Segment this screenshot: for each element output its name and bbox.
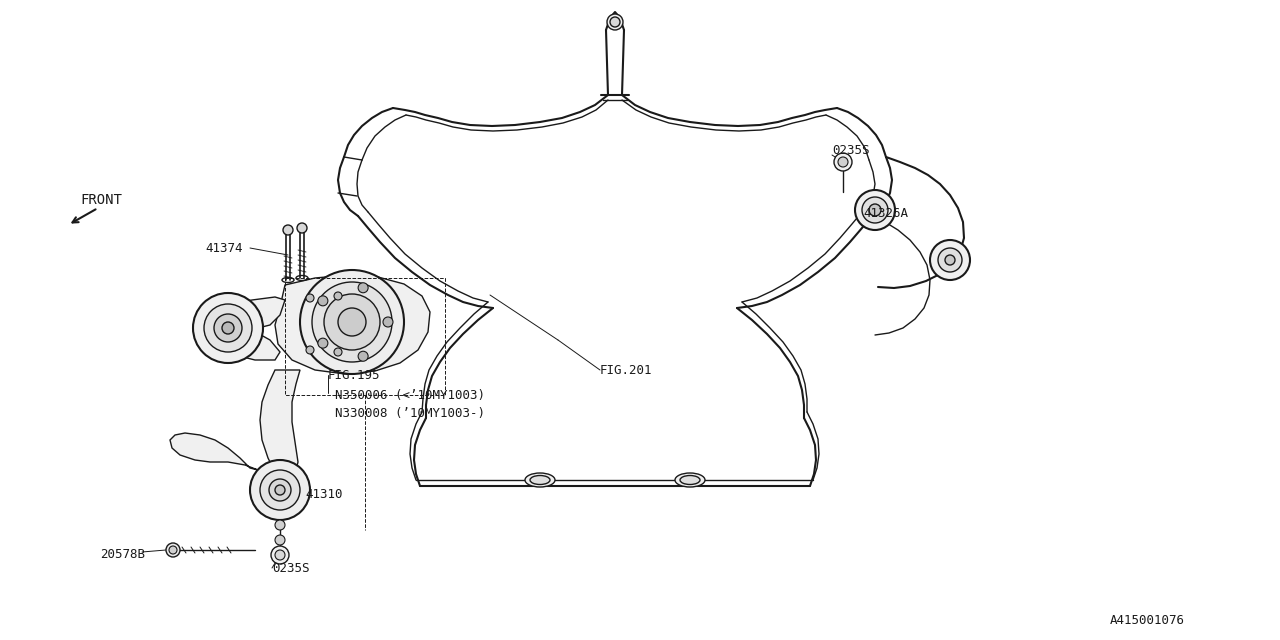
Text: 0235S: 0235S — [273, 561, 310, 575]
Circle shape — [607, 14, 623, 30]
Ellipse shape — [675, 473, 705, 487]
Circle shape — [271, 546, 289, 564]
Ellipse shape — [525, 473, 556, 487]
Polygon shape — [260, 370, 300, 482]
Circle shape — [938, 248, 963, 272]
Text: FIG.201: FIG.201 — [600, 364, 653, 376]
Circle shape — [297, 223, 307, 233]
Circle shape — [317, 296, 328, 306]
Circle shape — [383, 317, 393, 327]
Circle shape — [838, 157, 849, 167]
Text: FRONT: FRONT — [81, 193, 122, 207]
Polygon shape — [228, 297, 285, 330]
Circle shape — [945, 255, 955, 265]
Circle shape — [269, 479, 291, 501]
Circle shape — [835, 153, 852, 171]
Circle shape — [358, 283, 369, 292]
Text: 41326A: 41326A — [863, 207, 908, 220]
Circle shape — [931, 240, 970, 280]
Text: 41374: 41374 — [205, 241, 242, 255]
Text: 0235S: 0235S — [832, 143, 869, 157]
Text: N350006 (<’10MY1003): N350006 (<’10MY1003) — [335, 388, 485, 401]
Circle shape — [338, 308, 366, 336]
Text: A415001076: A415001076 — [1110, 614, 1185, 627]
Circle shape — [611, 17, 620, 27]
Circle shape — [221, 322, 234, 334]
Circle shape — [260, 470, 300, 510]
Circle shape — [861, 197, 888, 223]
Circle shape — [317, 338, 328, 348]
Ellipse shape — [680, 476, 700, 484]
Circle shape — [306, 346, 314, 354]
Circle shape — [275, 485, 285, 495]
Circle shape — [204, 304, 252, 352]
Circle shape — [250, 460, 310, 520]
Circle shape — [193, 293, 262, 363]
Text: FIG.195: FIG.195 — [328, 369, 380, 381]
Circle shape — [214, 314, 242, 342]
Polygon shape — [170, 433, 259, 470]
Circle shape — [283, 225, 293, 235]
Polygon shape — [228, 328, 280, 360]
Circle shape — [275, 520, 285, 530]
Circle shape — [166, 543, 180, 557]
Circle shape — [855, 190, 895, 230]
Circle shape — [306, 294, 314, 302]
Circle shape — [275, 535, 285, 545]
Circle shape — [334, 292, 342, 300]
Circle shape — [358, 351, 369, 361]
Polygon shape — [275, 275, 430, 374]
Circle shape — [169, 546, 177, 554]
Text: 41310: 41310 — [305, 488, 343, 502]
Circle shape — [312, 282, 392, 362]
Ellipse shape — [530, 476, 550, 484]
Circle shape — [869, 204, 881, 216]
Circle shape — [275, 550, 285, 560]
Text: N330008 (’10MY1003-): N330008 (’10MY1003-) — [335, 406, 485, 419]
Circle shape — [300, 270, 404, 374]
Circle shape — [324, 294, 380, 350]
Circle shape — [334, 348, 342, 356]
Text: 20578B: 20578B — [100, 548, 145, 561]
